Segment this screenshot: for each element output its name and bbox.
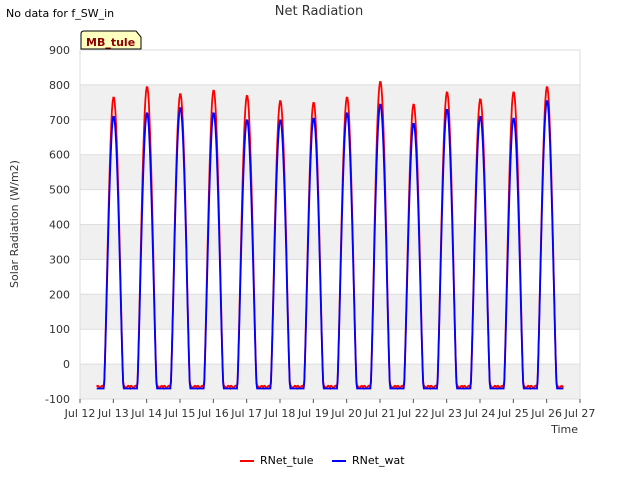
y-tick-label: 0 bbox=[63, 358, 70, 371]
y-tick-label: 200 bbox=[49, 288, 70, 301]
x-tick-label: Jul 16 bbox=[197, 407, 229, 420]
plot-frame bbox=[79, 49, 581, 400]
x-tick-label: Jul 27 bbox=[564, 407, 596, 420]
legend: RNet_tule RNet_wat bbox=[240, 454, 405, 467]
y-tick-label: 800 bbox=[49, 79, 70, 92]
y-tick-label: 500 bbox=[49, 184, 70, 197]
y-tick-label: 400 bbox=[49, 219, 70, 232]
x-tick-label: Jul 18 bbox=[264, 407, 296, 420]
y-tick-label: -100 bbox=[45, 393, 70, 406]
x-tick-label: Jul 21 bbox=[364, 407, 396, 420]
background-band bbox=[80, 364, 580, 399]
legend-label: RNet_tule bbox=[260, 454, 314, 467]
x-tick-label: Jul 20 bbox=[330, 407, 362, 420]
x-axis-label: Time bbox=[550, 423, 578, 436]
y-tick-label: 900 bbox=[49, 44, 70, 57]
y-tick-label: 700 bbox=[49, 114, 70, 127]
y-axis-ticks: -100 0 100 200 300 400 500 600 700 800 900 bbox=[45, 44, 70, 406]
x-tick-label: Jul 12 bbox=[64, 407, 96, 420]
site-tag: MB_tule bbox=[80, 30, 142, 50]
x-tick-label: Jul 14 bbox=[130, 407, 162, 420]
y-tick-label: 600 bbox=[49, 149, 70, 162]
y-tick-label: 300 bbox=[49, 253, 70, 266]
x-tick-label: Jul 22 bbox=[397, 407, 429, 420]
x-axis-ticks: Jul 12 Jul 13 Jul 14 Jul 15 Jul 16 Jul 17 Jul … bbox=[64, 399, 596, 420]
legend-label: RNet_wat bbox=[352, 454, 405, 467]
x-tick-label: Jul 17 bbox=[230, 407, 262, 420]
x-tick-label: Jul 19 bbox=[297, 407, 329, 420]
background-band bbox=[80, 84, 580, 120]
series-line-RNet_wat bbox=[96, 100, 564, 390]
background-band bbox=[80, 154, 580, 190]
chart-title: Net Radiation bbox=[275, 4, 363, 19]
site-tag-label: MB_tule bbox=[86, 36, 135, 49]
y-tick-label: 100 bbox=[49, 323, 70, 336]
x-tick-label: Jul 13 bbox=[97, 407, 129, 420]
x-tick-label: Jul 23 bbox=[430, 407, 462, 420]
x-tick-label: Jul 24 bbox=[464, 407, 496, 420]
x-tick-label: Jul 26 bbox=[530, 407, 562, 420]
gridlines bbox=[79, 49, 581, 400]
x-tick-label: Jul 15 bbox=[164, 407, 196, 420]
no-data-note: No data for f_SW_in bbox=[6, 7, 115, 20]
background-band bbox=[80, 294, 580, 330]
series-lines bbox=[95, 80, 565, 391]
y-axis-label: Solar Radiation (W/m2) bbox=[8, 160, 21, 288]
x-tick-label: Jul 25 bbox=[497, 407, 529, 420]
background-band bbox=[80, 224, 580, 260]
